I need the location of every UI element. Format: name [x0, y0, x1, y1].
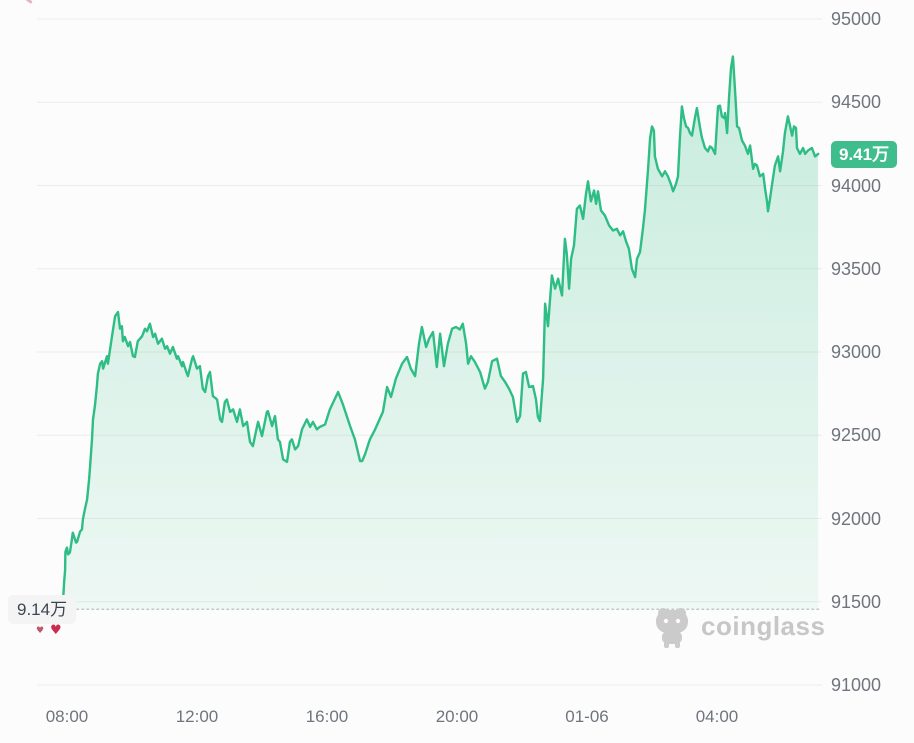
coinglass-logo-icon — [656, 608, 688, 648]
y-tick-label: 95000 — [831, 9, 882, 29]
y-tick-label: 92500 — [831, 425, 882, 446]
heart-icon: ♥ — [50, 623, 62, 638]
y-tick-label: 91500 — [831, 591, 882, 612]
y-tick-label: 91000 — [831, 675, 882, 695]
y-tick-label: 93500 — [831, 258, 882, 279]
y-tick-label: 93000 — [831, 342, 882, 362]
x-tick-label: 16:00 — [305, 707, 349, 726]
y-tick-label: 92000 — [831, 508, 882, 529]
watermark: coinglass — [652, 604, 825, 648]
heart-icon: ♥ — [36, 626, 45, 636]
y-tick-label: 94000 — [831, 175, 882, 196]
x-tick-label: 08:00 — [45, 707, 89, 726]
x-tick-label: 01-06 — [565, 707, 609, 726]
y-tick-label: 94500 — [831, 92, 882, 113]
x-tick-label: 12:00 — [175, 707, 219, 726]
low-price-label: 9.14万 — [8, 595, 77, 625]
current-price-badge: 9.41万 — [831, 140, 898, 168]
watermark-text: coinglass — [701, 610, 826, 641]
x-tick-label: 20:00 — [435, 707, 479, 726]
x-tick-label: 04:00 — [695, 707, 739, 726]
price-line — [61, 55, 820, 611]
price-area-fill — [62, 56, 819, 610]
